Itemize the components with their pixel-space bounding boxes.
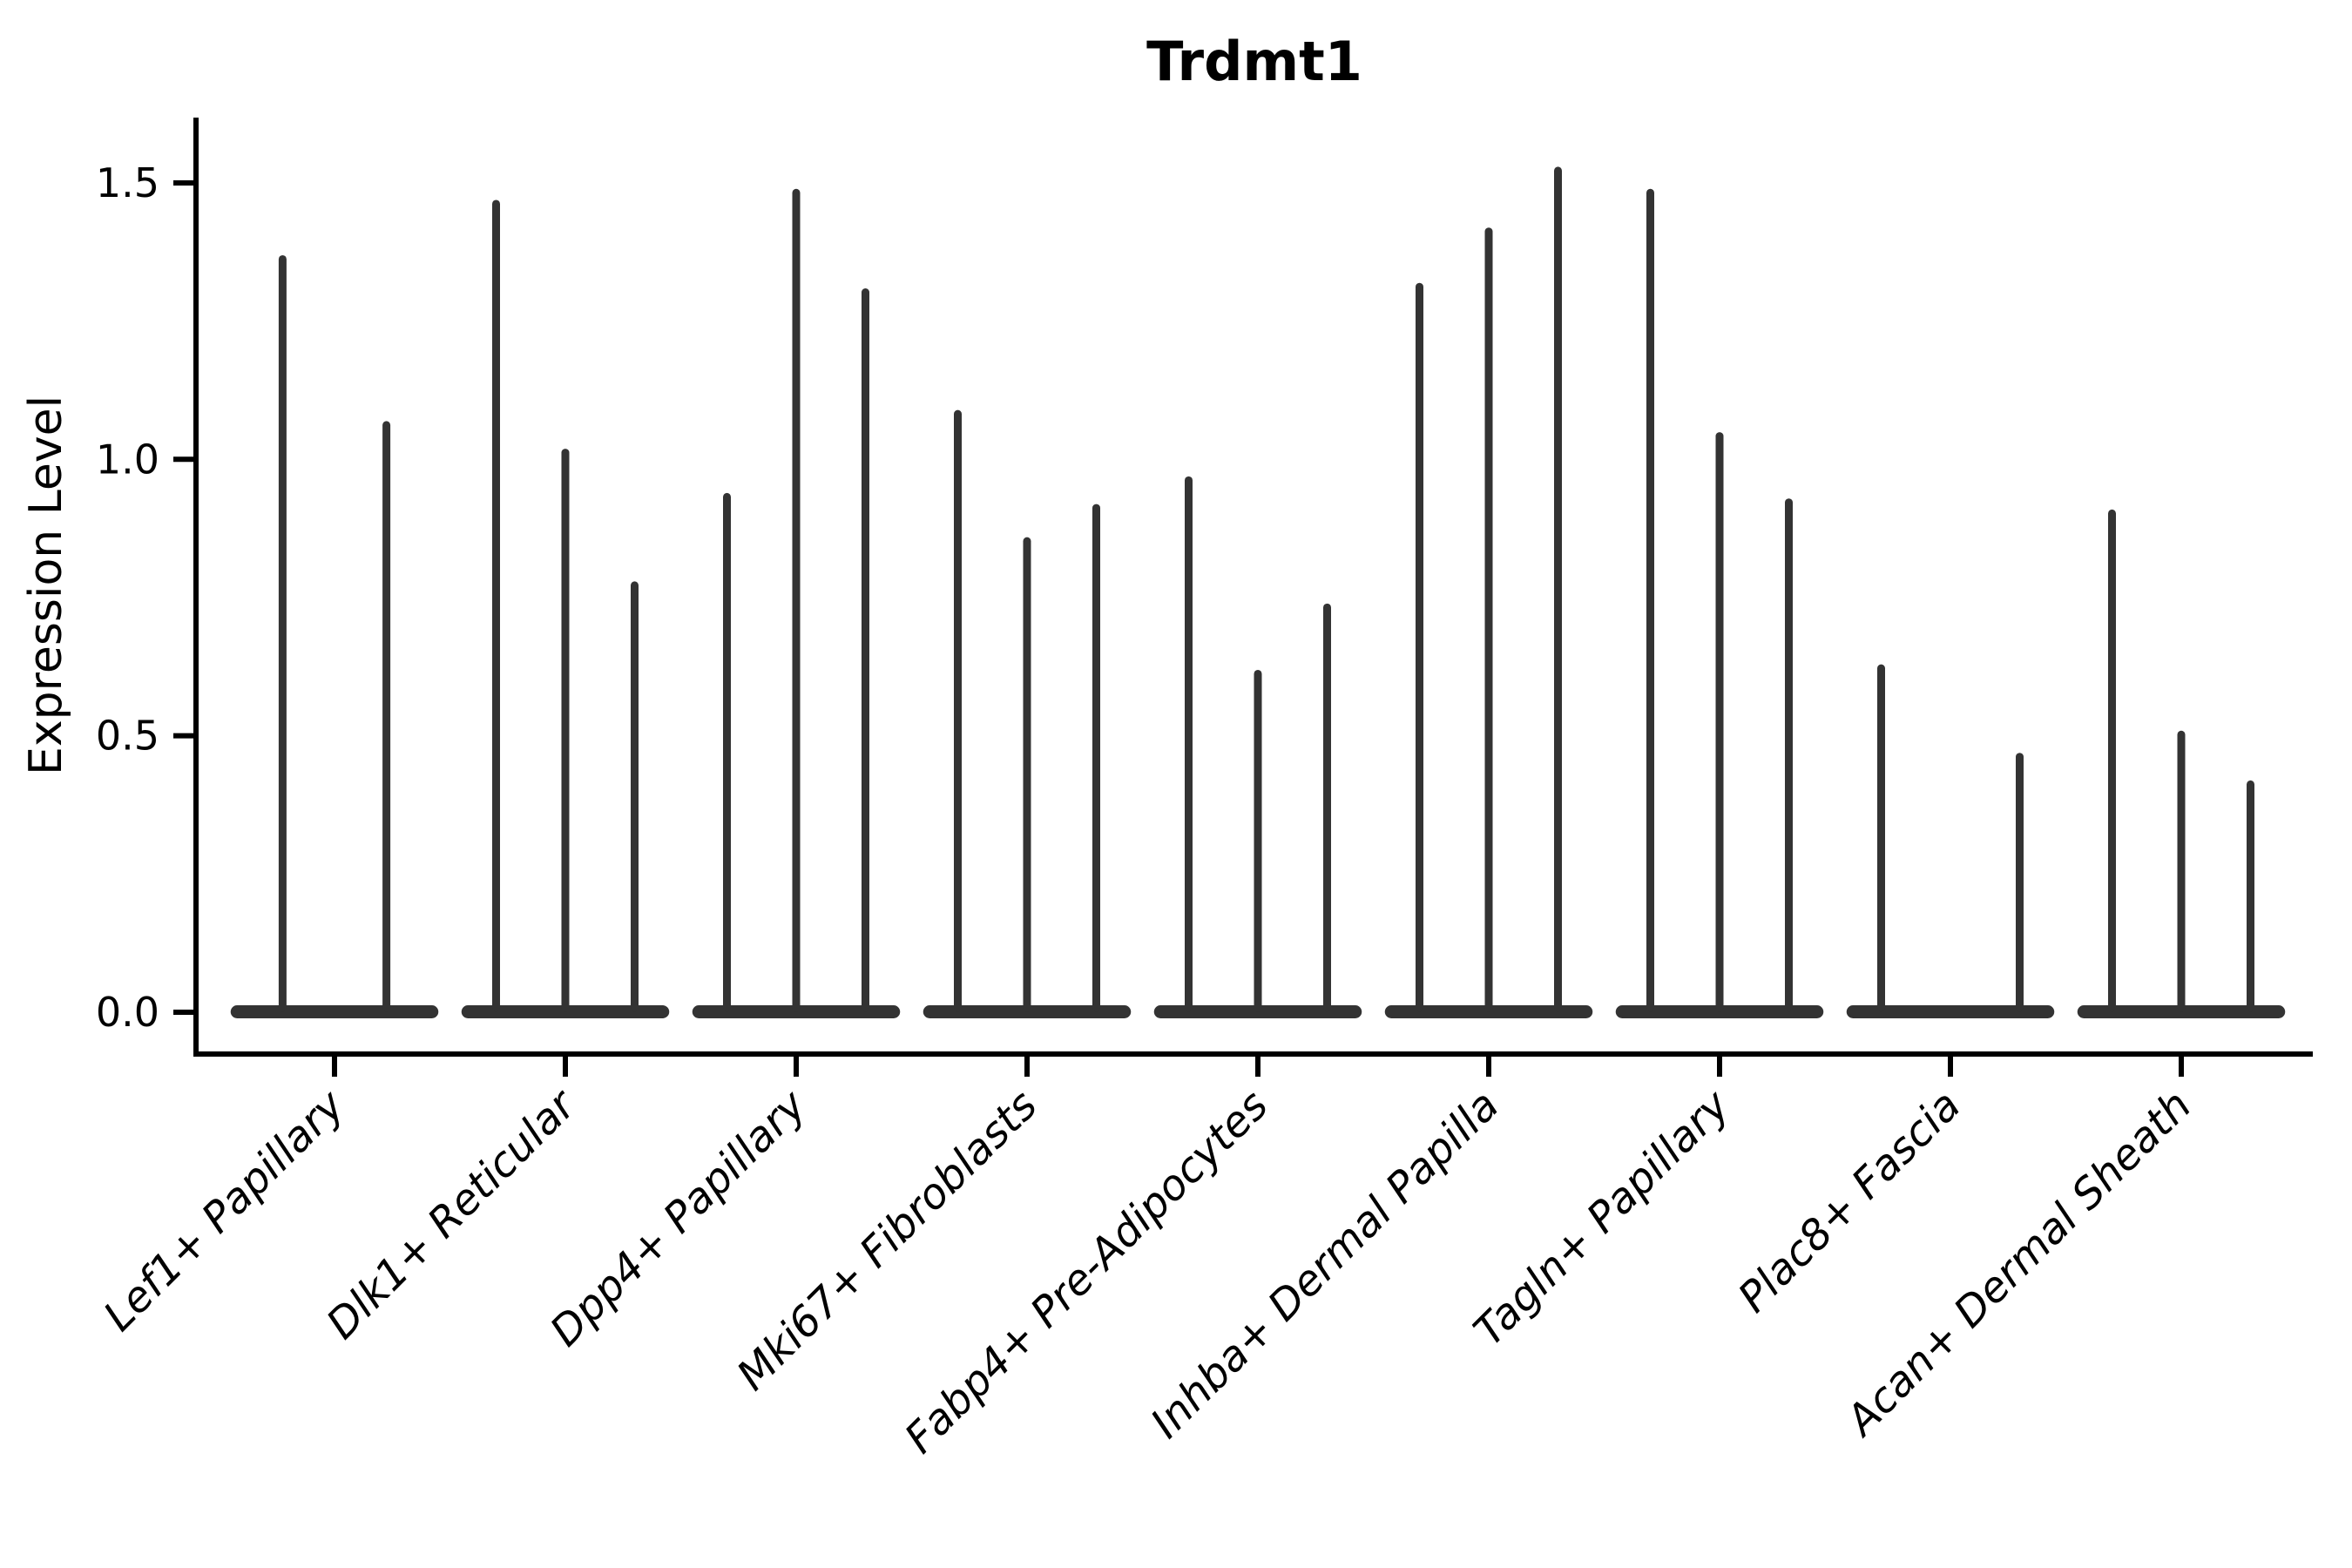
y-tick-label: 0.5	[96, 713, 159, 760]
y-axis-title: Expression Level	[20, 395, 72, 775]
plot-title: Trdmt1	[1146, 30, 1362, 93]
x-category-label: Fabp4+ Pre-Adipocytes	[896, 1081, 1278, 1463]
x-category-label: Lef1+ Papillary	[94, 1080, 355, 1341]
x-category-label: Tagln+ Papillary	[1464, 1080, 1740, 1355]
violins-layer	[230, 166, 2286, 1018]
x-category-label: Dpp4+ Papillary	[541, 1080, 816, 1355]
y-tick-label: 1.5	[96, 159, 159, 206]
violin-base	[230, 1005, 439, 1018]
x-category-label: Dlk1+ Reticular	[317, 1079, 587, 1349]
violin-base	[1846, 1005, 2055, 1018]
y-tick-label: 0.0	[96, 989, 159, 1036]
y-tick-label: 1.0	[96, 436, 159, 483]
x-category-label: Plac8+ Fascia	[1729, 1081, 1970, 1322]
